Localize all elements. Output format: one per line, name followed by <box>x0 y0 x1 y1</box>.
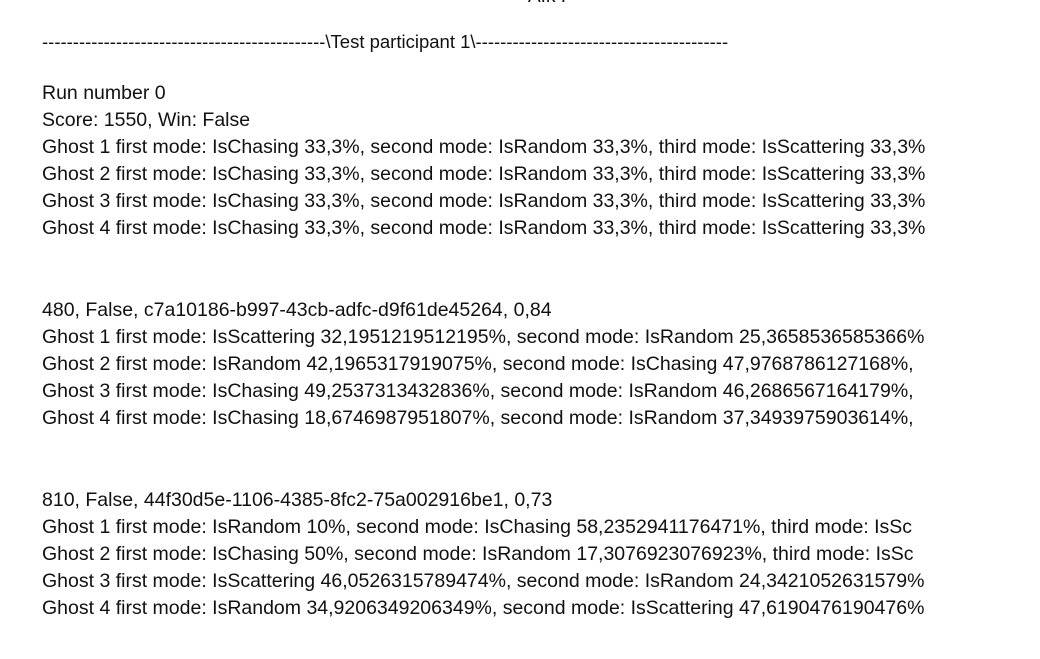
result-block: 810, False, 44f30d5e-1106-4385-8fc2-75a0… <box>42 487 997 622</box>
ghost-line: Ghost 4 first mode: IsRandom 34,92063492… <box>42 597 925 619</box>
ghost-line: Ghost 1 first mode: IsScattering 32,1951… <box>42 326 925 348</box>
run-block: Run number 0 Score: 1550, Win: False Gho… <box>42 80 997 242</box>
ghost-line: Ghost 4 first mode: IsChasing 18,6746987… <box>42 407 914 429</box>
ghost-line: Ghost 1 first mode: IsChasing 33,3%, sec… <box>42 136 926 158</box>
ghost-line: Ghost 4 first mode: IsChasing 33,3%, sec… <box>42 217 926 239</box>
score-line: Score: 1550, Win: False <box>42 109 251 131</box>
cut-off-top-text: AIk I <box>528 0 566 8</box>
result-summary-line: 480, False, c7a10186-b997-43cb-adfc-d9f6… <box>42 299 552 321</box>
ghost-line: Ghost 3 first mode: IsScattering 46,0526… <box>42 570 925 592</box>
ghost-line: Ghost 1 first mode: IsRandom 10%, second… <box>42 516 913 538</box>
ghost-line: Ghost 3 first mode: IsChasing 49,2537313… <box>42 380 914 402</box>
ghost-line: Ghost 2 first mode: IsChasing 50%, secon… <box>42 543 914 565</box>
ghost-line: Ghost 2 first mode: IsChasing 33,3%, sec… <box>42 163 926 185</box>
ghost-line: Ghost 3 first mode: IsChasing 33,3%, sec… <box>42 190 926 212</box>
result-block: 480, False, c7a10186-b997-43cb-adfc-d9f6… <box>42 297 997 432</box>
run-number-line: Run number 0 <box>42 82 166 104</box>
ghost-line: Ghost 2 first mode: IsRandom 42,19653179… <box>42 353 914 375</box>
participant-separator: ----------------------------------------… <box>42 31 729 52</box>
result-summary-line: 810, False, 44f30d5e-1106-4385-8fc2-75a0… <box>42 489 553 511</box>
